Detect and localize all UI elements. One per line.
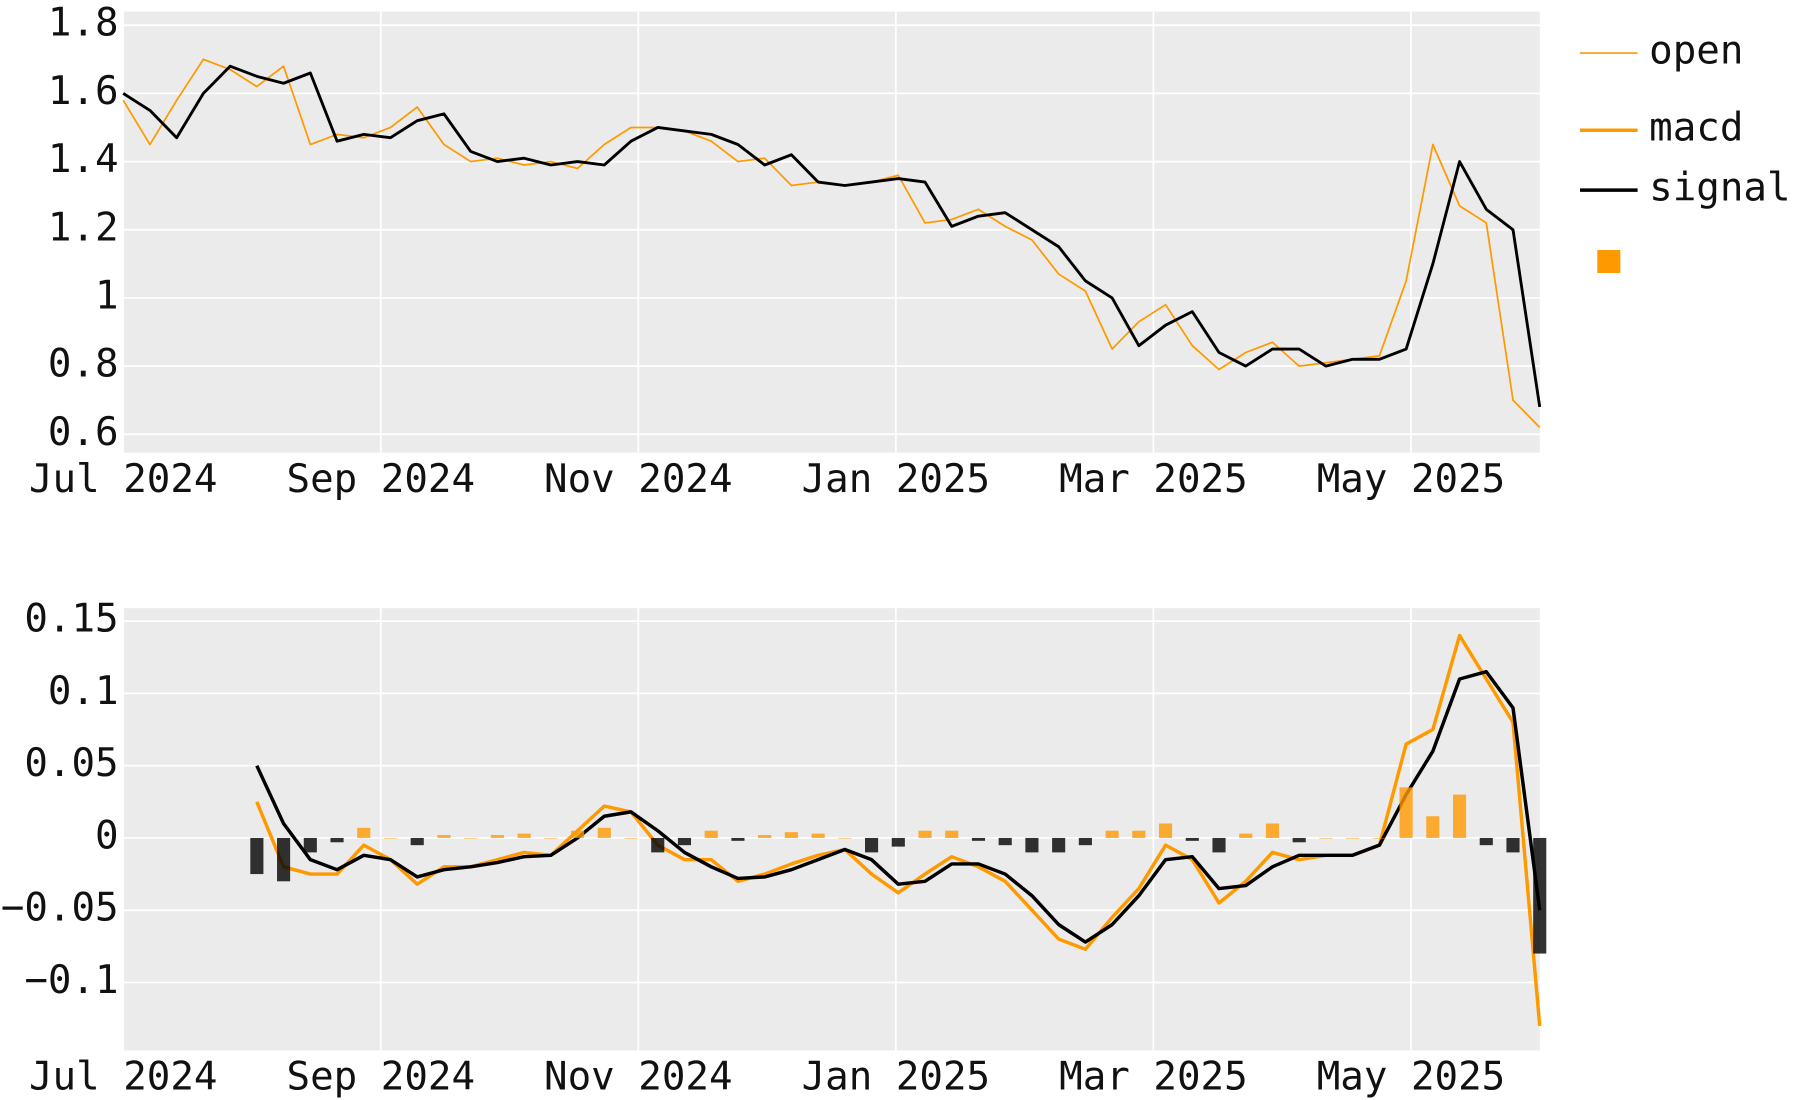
histogram-bar — [464, 837, 478, 839]
histogram-bar — [303, 837, 317, 853]
y-tick-label: 1.6 — [48, 69, 119, 114]
histogram-bar — [945, 830, 959, 838]
histogram-bar — [1399, 787, 1413, 838]
histogram-bar — [1239, 833, 1253, 838]
y-tick-label: 0.8 — [48, 342, 119, 387]
x-tick-label: May 2025 — [1317, 457, 1506, 502]
x-tick-label: Nov 2024 — [544, 457, 733, 502]
x-tick-label: Mar 2025 — [1059, 1055, 1248, 1100]
series-line — [255, 670, 1542, 944]
histogram-bar — [811, 833, 825, 838]
x-tick-label: Mar 2025 — [1059, 457, 1248, 502]
plot-area — [123, 608, 1540, 1051]
histogram-bar — [704, 830, 718, 838]
histogram-bar — [1426, 816, 1440, 838]
x-tick-label: Nov 2024 — [544, 1055, 733, 1100]
histogram-bar — [250, 837, 264, 875]
histogram-bar — [1292, 837, 1306, 843]
y-tick-label: 1.4 — [48, 137, 119, 182]
x-tick-label: Sep 2024 — [287, 1055, 476, 1100]
x-tick-label: Jan 2025 — [802, 1055, 991, 1100]
histogram-bar — [1319, 837, 1333, 839]
histogram-bar — [544, 837, 558, 839]
histogram-bar — [1452, 794, 1467, 838]
histogram-bar — [1372, 837, 1386, 839]
plot-area — [123, 11, 1540, 453]
x-tick-label: Sep 2024 — [287, 457, 476, 502]
histogram-bar — [891, 837, 905, 847]
y-tick-label: 0.05 — [24, 741, 118, 786]
histogram-bar — [437, 835, 451, 838]
x-tick-label: Jan 2025 — [802, 457, 991, 502]
legend-label: macd — [1649, 106, 1743, 151]
histogram-bar — [330, 837, 344, 843]
histogram-bar — [1506, 837, 1520, 853]
histogram-bar — [490, 835, 504, 838]
series-line — [122, 64, 1542, 408]
histogram-bar — [838, 837, 852, 839]
histogram-bar — [1212, 837, 1226, 853]
histogram-bar — [998, 837, 1012, 846]
histogram-bar — [971, 837, 986, 841]
histogram-bar — [651, 837, 665, 853]
histogram-bar — [1479, 837, 1493, 846]
y-tick-label: 1.2 — [48, 205, 119, 250]
histogram-bar — [1052, 837, 1066, 853]
histogram-bar — [1159, 823, 1173, 838]
histogram-bar — [517, 833, 531, 838]
y-tick-label: 0.1 — [48, 669, 119, 714]
histogram-bar — [1533, 837, 1547, 954]
y-tick-label: 0.15 — [24, 597, 118, 642]
histogram-bar — [677, 837, 692, 846]
histogram-bar — [1346, 837, 1360, 839]
legend-label: open — [1649, 29, 1743, 74]
histogram-bar — [1265, 823, 1280, 838]
y-tick-label: 0 — [95, 813, 119, 858]
histogram-bar — [865, 837, 879, 853]
histogram-bar — [624, 837, 638, 839]
histogram-bar — [571, 830, 585, 838]
x-tick-label: Jul 2024 — [29, 457, 218, 502]
histogram-bar — [1025, 837, 1039, 853]
y-tick-label: 1 — [95, 273, 119, 318]
y-tick-label: −0.05 — [1, 886, 119, 931]
legend-label: signal — [1649, 166, 1790, 211]
x-tick-label: May 2025 — [1317, 1055, 1506, 1100]
histogram-bar — [383, 837, 398, 839]
histogram-bar — [1105, 830, 1119, 838]
legend-marker — [1597, 250, 1621, 274]
histogram-bar — [784, 832, 798, 838]
histogram-bar — [1132, 830, 1146, 838]
histogram-bar — [731, 837, 745, 841]
x-tick-label: Jul 2024 — [29, 1055, 218, 1100]
histogram-bar — [597, 827, 611, 838]
y-tick-label: −0.1 — [24, 958, 118, 1003]
histogram-bar — [410, 837, 424, 846]
histogram-bar — [1185, 837, 1199, 841]
histogram-bar — [357, 827, 371, 838]
y-tick-label: 1.8 — [48, 1, 119, 46]
histogram-bar — [918, 830, 932, 838]
y-tick-label: 0.6 — [48, 410, 119, 455]
histogram-bar — [758, 835, 772, 838]
histogram-bar — [277, 837, 291, 882]
histogram-bar — [1078, 837, 1092, 846]
